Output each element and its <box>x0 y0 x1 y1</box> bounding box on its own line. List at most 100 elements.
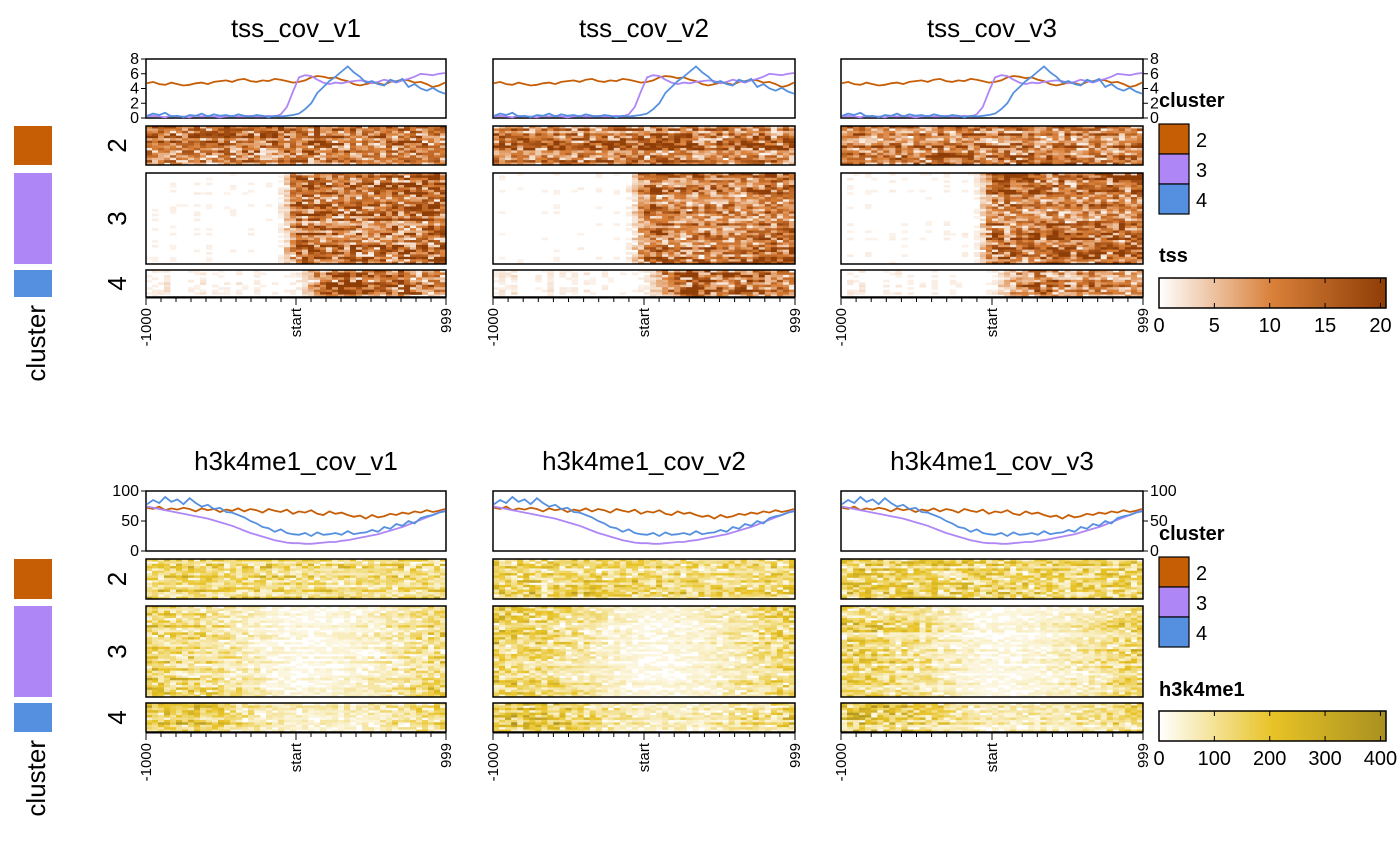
heatmap-cell <box>662 184 669 188</box>
heatmap-cell <box>680 145 687 149</box>
heatmap-cell <box>716 252 723 255</box>
heatmap-cell <box>380 235 387 238</box>
heatmap-cell <box>764 208 772 212</box>
heatmap-cell <box>644 279 651 283</box>
heatmap-cell <box>517 126 524 129</box>
heatmap-cell <box>152 292 159 295</box>
heatmap-cell <box>1010 138 1017 141</box>
heatmap-cell <box>302 189 309 193</box>
heatmap-cell <box>428 140 435 144</box>
heatmap-cell <box>704 240 711 243</box>
heatmap-cell <box>308 287 315 290</box>
heatmap-cell <box>362 177 369 181</box>
heatmap-cell <box>637 225 645 229</box>
heatmap-cell <box>680 228 687 231</box>
heatmap-cell <box>589 277 597 281</box>
heatmap-cell <box>356 282 363 286</box>
heatmap-cell <box>734 287 742 290</box>
heatmap-cell <box>631 157 639 161</box>
heatmap-cell <box>374 284 381 288</box>
heatmap-cell <box>704 152 711 156</box>
heatmap-cell <box>949 138 957 141</box>
heatmap-cell <box>416 173 423 176</box>
heatmap-cell <box>631 211 639 215</box>
heatmap-cell <box>662 270 669 273</box>
heatmap-cell <box>637 194 645 198</box>
heatmap-cell <box>782 292 790 295</box>
heatmap-cell <box>764 180 772 183</box>
heatmap-cell <box>326 282 333 286</box>
heatmap-cell <box>625 247 633 250</box>
heatmap-cell <box>776 201 784 205</box>
heatmap-cell <box>704 162 711 166</box>
heatmap-cell <box>1130 140 1138 144</box>
heatmap-cell <box>392 284 399 288</box>
heatmap-cell <box>374 199 381 203</box>
heatmap-cell <box>1118 128 1126 132</box>
heatmap-cell <box>338 249 345 253</box>
heatmap-cell <box>380 218 387 222</box>
heatmap-cell <box>698 140 705 144</box>
heatmap-cell <box>260 150 267 154</box>
heatmap-cell <box>314 196 321 200</box>
heatmap-cell <box>338 218 345 222</box>
heatmap-cell <box>314 189 321 193</box>
heatmap-cell <box>296 240 303 243</box>
heatmap-cell <box>296 259 303 262</box>
heatmap-cell <box>686 284 693 288</box>
heatmap-cell <box>625 206 633 210</box>
heatmap-cell <box>710 150 717 154</box>
heatmap-cell <box>1112 143 1120 146</box>
heatmap-cell <box>386 130 393 134</box>
heatmap-cell <box>692 277 699 281</box>
heatmap-cell <box>434 152 441 156</box>
heatmap-cell <box>422 138 429 141</box>
heatmap-cell <box>290 252 297 255</box>
heatmap-cell <box>656 232 663 236</box>
heatmap-cell <box>644 150 651 154</box>
heatmap-cell <box>613 157 621 161</box>
heatmap-cell <box>332 184 339 188</box>
heatmap-cell <box>776 254 784 258</box>
heatmap-cell <box>170 232 177 236</box>
heatmap-cell <box>1052 143 1059 146</box>
heatmap-cell <box>224 282 231 286</box>
heatmap-cell <box>499 177 506 181</box>
heatmap-cell <box>350 249 357 253</box>
heatmap-cell <box>625 237 633 241</box>
heatmap-cell <box>296 232 303 236</box>
heatmap-cell <box>740 189 748 193</box>
heatmap-cell <box>284 196 291 200</box>
heatmap-cell <box>841 133 848 137</box>
heatmap-cell <box>308 230 315 234</box>
heatmap-cell <box>985 143 993 146</box>
heatmap-cell <box>758 150 766 154</box>
heatmap-cell <box>722 160 729 163</box>
heatmap-cell <box>410 244 417 248</box>
heatmap-cell <box>374 211 381 215</box>
heatmap-cell <box>422 152 429 156</box>
heatmap-cell <box>601 152 609 156</box>
heatmap-cell <box>176 155 183 158</box>
heatmap-cell <box>716 204 723 207</box>
heatmap-cell <box>668 175 675 179</box>
heatmap-cell <box>392 177 399 181</box>
heatmap-cell <box>650 204 657 207</box>
heatmap-cell <box>746 256 754 260</box>
heatmap-cell <box>374 180 381 183</box>
heatmap-cell <box>224 126 231 129</box>
heatmap-cell <box>326 252 333 255</box>
heatmap-cell <box>637 135 645 139</box>
heatmap-cell <box>722 189 729 193</box>
heatmap-cell <box>553 206 560 210</box>
heatmap-cell <box>901 143 908 146</box>
heatmap-cell <box>710 147 717 151</box>
heatmap-cell <box>338 252 345 255</box>
heatmap-cell <box>350 237 357 241</box>
heatmap-cell <box>344 180 351 183</box>
heatmap-cell <box>758 155 766 158</box>
heatmap-cell <box>698 199 705 203</box>
heatmap-cell <box>662 220 669 224</box>
heatmap-cell <box>499 232 506 236</box>
heatmap-cell <box>752 180 760 183</box>
